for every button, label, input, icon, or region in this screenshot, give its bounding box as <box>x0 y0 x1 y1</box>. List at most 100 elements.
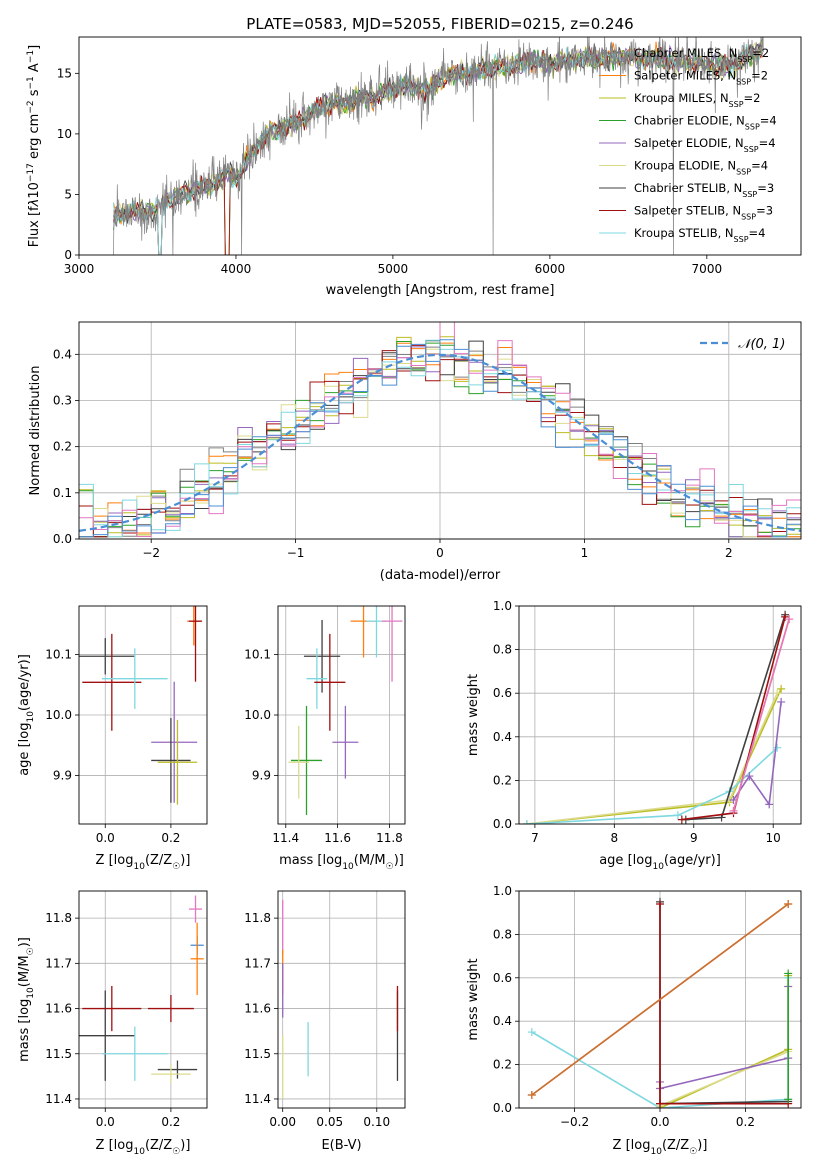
massZ-ylabel: mass [log10(M/M☉)] <box>17 937 36 1062</box>
ep7-xtick-label: 0.10 <box>363 1115 390 1129</box>
errorbars <box>79 895 204 1084</box>
mw-age-marker <box>522 820 531 824</box>
errorbars <box>79 606 203 805</box>
mw-age-marker <box>729 806 738 815</box>
mwage-ytick-label: 0.2 <box>493 773 512 787</box>
ageZ-xlabel: Z [log10(Z/Z☉)] <box>96 853 191 872</box>
errorbars <box>288 606 403 815</box>
mw-Z-marker <box>784 900 793 909</box>
mw-age-marker <box>785 615 794 624</box>
mwz-xlabel-part: (Z/Z <box>662 1138 689 1153</box>
ageZ-ylabel-part: age [log <box>17 723 32 776</box>
ageMass-xlabel-part: mass [log <box>279 853 342 868</box>
ebv-xlabel: E(B-V) <box>321 1138 361 1153</box>
ep3-ytick-label: 10.1 <box>45 647 72 661</box>
ep6-border <box>78 890 208 1109</box>
spectrum-ylabel-part: −1 <box>26 76 36 89</box>
mwage-ytick-label: 0.6 <box>493 686 512 700</box>
spectrum-ylabel-part: A <box>27 63 42 76</box>
ep7-ytick-label: 11.6 <box>244 1002 271 1016</box>
ep6-ytick-label: 11.8 <box>45 911 72 925</box>
legend-sub: SSP <box>734 235 749 244</box>
mwage-ylabel: mass weight <box>466 674 481 756</box>
residual-xtick-label: 1 <box>581 546 589 560</box>
legend-label: Salpeter MILES, N <box>634 69 736 83</box>
mw-Z-line <box>659 1050 789 1107</box>
mwage-ytick-label: 0.8 <box>493 643 512 657</box>
mwz-ytick-label: 0.4 <box>493 1014 512 1028</box>
mwz-ylabel: mass weight <box>466 958 481 1040</box>
legend-sub: SSP <box>737 55 752 64</box>
mwz-ytick-label: 1.0 <box>493 884 512 898</box>
spectrum-ytick-label: 15 <box>57 66 72 80</box>
ep6-ytick-label: 11.5 <box>45 1047 72 1061</box>
mwz-xlabel-part: ☉ <box>689 1147 697 1157</box>
spectrum-xlabel: wavelength [Angstrom, rest frame] <box>326 283 555 298</box>
ep3-ytick-label: 10.0 <box>45 708 72 722</box>
spectrum-panel: 3000 4000 5000 6000 7000 0 5 10 15 wavelength [An… <box>26 36 802 298</box>
massZ-ylabel-part: (M/M <box>17 955 32 987</box>
legend-sub: SSP <box>745 122 760 131</box>
legend-sub: SSP <box>742 190 757 199</box>
legend-suffix: =2 <box>752 46 769 60</box>
ep7-ytick-label: 11.7 <box>244 956 271 970</box>
ageZ-xlabel-part: (Z/Z <box>145 853 172 868</box>
mwz-ytick-label: 0.6 <box>493 971 512 985</box>
legend-label: Chabrier ELODIE, N <box>634 114 745 128</box>
massZ-ylabel-part: ☉ <box>26 947 36 955</box>
massZ-xlabel-part: 10 <box>133 1147 145 1157</box>
residual-panel: −2 −1 0 1 2 0.0 0.1 0.2 0.3 0.4 𝒩(0, 1) (data-model… <box>28 321 802 583</box>
mw-age-line <box>526 747 778 824</box>
mwage-xlabel-part: age [log <box>599 853 652 868</box>
ep6-ytick-label: 11.4 <box>45 1092 72 1106</box>
ep3-xtick-label: 0.0 <box>96 831 115 845</box>
spectrum-ytick-label: 0 <box>64 248 72 262</box>
residual-xtick-label: 0 <box>436 546 444 560</box>
ep4-xtick-label: 11.4 <box>272 831 299 845</box>
mwage-xtick-label: 7 <box>531 831 539 845</box>
ageZ-ylabel-part: 10 <box>26 711 36 723</box>
residual-ylabel: Normed distribution <box>28 366 43 496</box>
ep3-border <box>78 605 208 825</box>
ep4-xtick-label: 11.8 <box>376 831 403 845</box>
residual-xlabel: (data-model)/error <box>380 568 501 583</box>
massZ-xlabel-part: ☉ <box>172 1147 180 1157</box>
massZ-ylabel-part: )] <box>17 937 32 947</box>
ep3-ytick-label: 9.9 <box>53 769 72 783</box>
legend-suffix: =4 <box>749 226 766 240</box>
ageMass-xlabel-part: ☉ <box>386 862 394 872</box>
ep6-ytick-label: 11.6 <box>45 1002 72 1016</box>
massZ-xlabel: Z [log10(Z/Z☉)] <box>96 1138 191 1157</box>
mw-Z-line <box>659 986 789 1090</box>
massZ-ylabel-part: 10 <box>26 987 36 999</box>
legend-sub: SSP <box>729 100 744 109</box>
mw-age-marker <box>777 697 786 706</box>
ep7-ytick-label: 11.8 <box>244 911 271 925</box>
legend-sub: SSP <box>741 212 756 221</box>
mw-age-marker <box>765 800 774 809</box>
mw-age-panel: 7 8 9 10 0.0 0.2 0.4 0.6 0.8 1.0 <box>493 599 802 845</box>
legend-suffix: =2 <box>744 91 761 105</box>
residual-border <box>78 321 802 540</box>
spectrum-ylabel-part: 10 <box>27 182 42 199</box>
spectrum-ylabel-part: −1 <box>26 50 36 63</box>
ageMass-xlabel-part: )] <box>394 853 404 868</box>
legend-entry: Chabrier MILES, NSSP=2 <box>634 46 769 64</box>
legend-entry: Kroupa STELIB, NSSP=4 <box>634 226 765 244</box>
spectrum-xtick-label: 7000 <box>692 262 723 276</box>
legend-label: Salpeter STELIB, N <box>634 204 741 218</box>
mwage-xtick-label: 9 <box>690 831 698 845</box>
mw-age-marker <box>781 612 790 621</box>
ageZ-xlabel-part: )] <box>180 853 190 868</box>
legend-label: Chabrier MILES, N <box>634 46 737 60</box>
mwage-ytick-label: 0.0 <box>493 817 512 831</box>
ep4-ytick-label: 10.0 <box>244 708 271 722</box>
legend-label: Kroupa MILES, N <box>634 91 729 105</box>
spectrum-ylabel-part: −17 <box>26 163 36 182</box>
legend-entry: Chabrier STELIB, NSSP=3 <box>634 181 774 199</box>
mwz-xlabel-part: 10 <box>650 1147 662 1157</box>
residual-ytick-label: 0.1 <box>53 486 72 500</box>
legend-sub: SSP <box>736 77 751 86</box>
massZ-xlabel-part: )] <box>180 1138 190 1153</box>
